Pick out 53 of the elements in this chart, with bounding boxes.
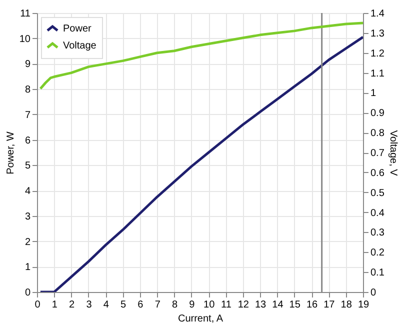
y2-tick-label: 0.7: [370, 148, 385, 159]
x-tick-label: 10: [204, 300, 216, 310]
y2-tick-label: 0.5: [370, 188, 385, 199]
y-tick-label: 0: [24, 288, 31, 298]
x-tick-label: 2: [69, 300, 76, 310]
y2-tick-label: 0.1: [370, 268, 385, 279]
y-tick-label: 10: [19, 34, 31, 45]
x-tick-label: 9: [189, 300, 196, 310]
x-tick-label: 15: [289, 300, 301, 310]
x-tick-label: 1: [52, 300, 58, 310]
x-tick-label: 14: [272, 300, 284, 310]
x-tick-label: 6: [138, 300, 144, 310]
y2-tick-label: 1.2: [370, 48, 385, 60]
y-tick-label: 8: [24, 84, 31, 96]
x-tick-label: 12: [238, 300, 250, 310]
y2-tick-label: 0.8: [370, 128, 385, 140]
y-tick-label: 4: [24, 186, 31, 198]
x-tick-label: 11: [221, 300, 232, 310]
y-axis-title: Power, W: [5, 131, 16, 174]
y2-tick-label: 0.6: [370, 168, 385, 179]
y-tick-label: 2: [24, 236, 31, 248]
x-tick-label: 16: [306, 300, 318, 310]
y-tick-label: 9: [24, 59, 31, 70]
legend-label: Power: [63, 24, 92, 34]
line-series: [39, 22, 363, 90]
x-tick-label: 3: [86, 300, 92, 310]
y2-tick-label: 1: [370, 88, 376, 100]
x-tick-label: 5: [120, 300, 127, 310]
y2-tick-label: 0.4: [370, 208, 385, 219]
y2-tick-label: 0.9: [370, 108, 385, 120]
x-tick-label: 13: [254, 300, 267, 310]
x-axis-title: Current, A: [178, 314, 224, 324]
x-tick-label: 7: [154, 300, 161, 310]
legend-label: Voltage: [63, 40, 97, 52]
y-tick-label: 6: [24, 135, 31, 146]
x-tick-label: 18: [340, 300, 352, 310]
y2-tick-label: 0.3: [370, 228, 385, 239]
y2-axis-title: Voltage, V: [387, 130, 398, 176]
x-tick-label: 0: [34, 300, 41, 310]
x-tick-label: 17: [324, 300, 336, 310]
y-tick-label: 7: [24, 110, 31, 121]
y-tick-label: 1: [24, 262, 31, 274]
y-tick-label: 5: [24, 160, 31, 172]
y-tick-label: 3: [24, 211, 31, 222]
x-tick-label: 19: [358, 300, 370, 310]
y2-tick-label: 0.2: [370, 248, 385, 259]
y2-tick-label: 1.1: [370, 68, 385, 80]
y-tick-label: 11: [20, 8, 31, 20]
y2-tick-label: 0: [370, 288, 376, 298]
x-tick-label: 4: [103, 300, 110, 310]
y2-tick-label: 1.3: [370, 28, 385, 40]
y2-tick-label: 1.4: [370, 8, 385, 20]
x-tick-label: 8: [172, 300, 178, 310]
